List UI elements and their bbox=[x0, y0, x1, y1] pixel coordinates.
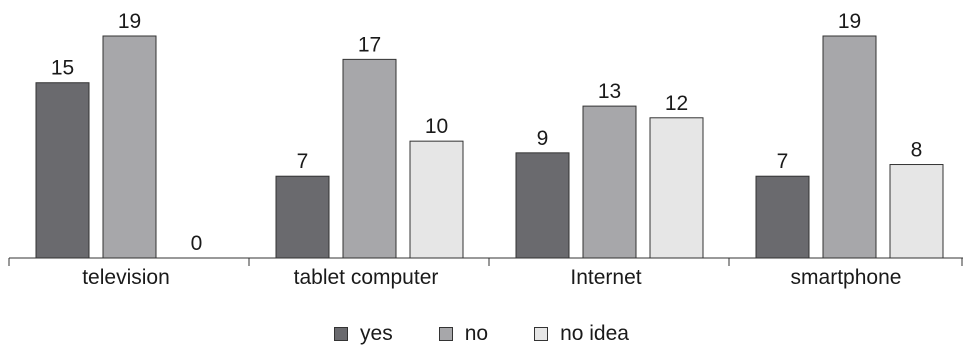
value-label-no-internet: 13 bbox=[598, 80, 621, 103]
bar-yes-tablet-computer bbox=[275, 175, 330, 259]
category-label-smartphone: smartphone bbox=[791, 266, 902, 289]
bar-no-tablet-computer bbox=[342, 58, 397, 259]
value-label-no-idea-smartphone: 8 bbox=[911, 139, 923, 162]
value-label-yes-internet: 9 bbox=[537, 127, 549, 150]
bar-no-internet bbox=[582, 105, 637, 259]
bar-no-idea-internet bbox=[649, 117, 704, 259]
bar-yes-smartphone bbox=[755, 175, 810, 259]
value-label-yes-tablet-computer: 7 bbox=[297, 150, 309, 173]
legend-swatch-no bbox=[438, 327, 453, 341]
value-label-no-idea-tablet-computer: 10 bbox=[425, 115, 448, 138]
bar-no-television bbox=[102, 35, 157, 259]
bar-no-smartphone bbox=[822, 35, 877, 259]
bar-yes-internet bbox=[515, 152, 570, 259]
legend-item-no-idea: no idea bbox=[534, 322, 629, 346]
bar-no-idea-tablet-computer bbox=[409, 140, 464, 259]
value-label-no-idea-internet: 12 bbox=[665, 92, 688, 115]
category-labels-layer: television tablet computer Internet smartph… bbox=[82, 266, 901, 289]
legend: yes no no idea bbox=[0, 322, 963, 346]
bars-layer bbox=[35, 35, 944, 259]
value-label-no-smartphone: 19 bbox=[838, 10, 861, 33]
value-label-yes-smartphone: 7 bbox=[777, 150, 789, 173]
value-label-no-television: 19 bbox=[118, 10, 141, 33]
legend-item-yes: yes bbox=[334, 322, 393, 346]
category-label-television: television bbox=[82, 266, 170, 289]
legend-label-no: no bbox=[464, 322, 489, 345]
value-label-yes-television: 15 bbox=[51, 57, 74, 80]
legend-swatch-no-idea bbox=[534, 327, 549, 341]
bar-no-idea-smartphone bbox=[889, 164, 944, 259]
value-label-no-idea-television: 0 bbox=[191, 232, 203, 255]
legend-item-no: no bbox=[438, 322, 489, 346]
category-label-tablet-computer: tablet computer bbox=[294, 266, 439, 289]
legend-label-yes: yes bbox=[360, 322, 393, 345]
x-axis bbox=[8, 257, 963, 266]
value-labels-layer: 15 19 0 7 17 10 9 13 12 7 19 8 bbox=[51, 10, 923, 255]
bar-yes-television bbox=[35, 82, 90, 259]
legend-swatch-yes bbox=[334, 327, 349, 341]
legend-label-no-idea: no idea bbox=[560, 322, 629, 345]
value-label-no-tablet-computer: 17 bbox=[358, 33, 381, 56]
category-label-internet: Internet bbox=[570, 266, 641, 289]
